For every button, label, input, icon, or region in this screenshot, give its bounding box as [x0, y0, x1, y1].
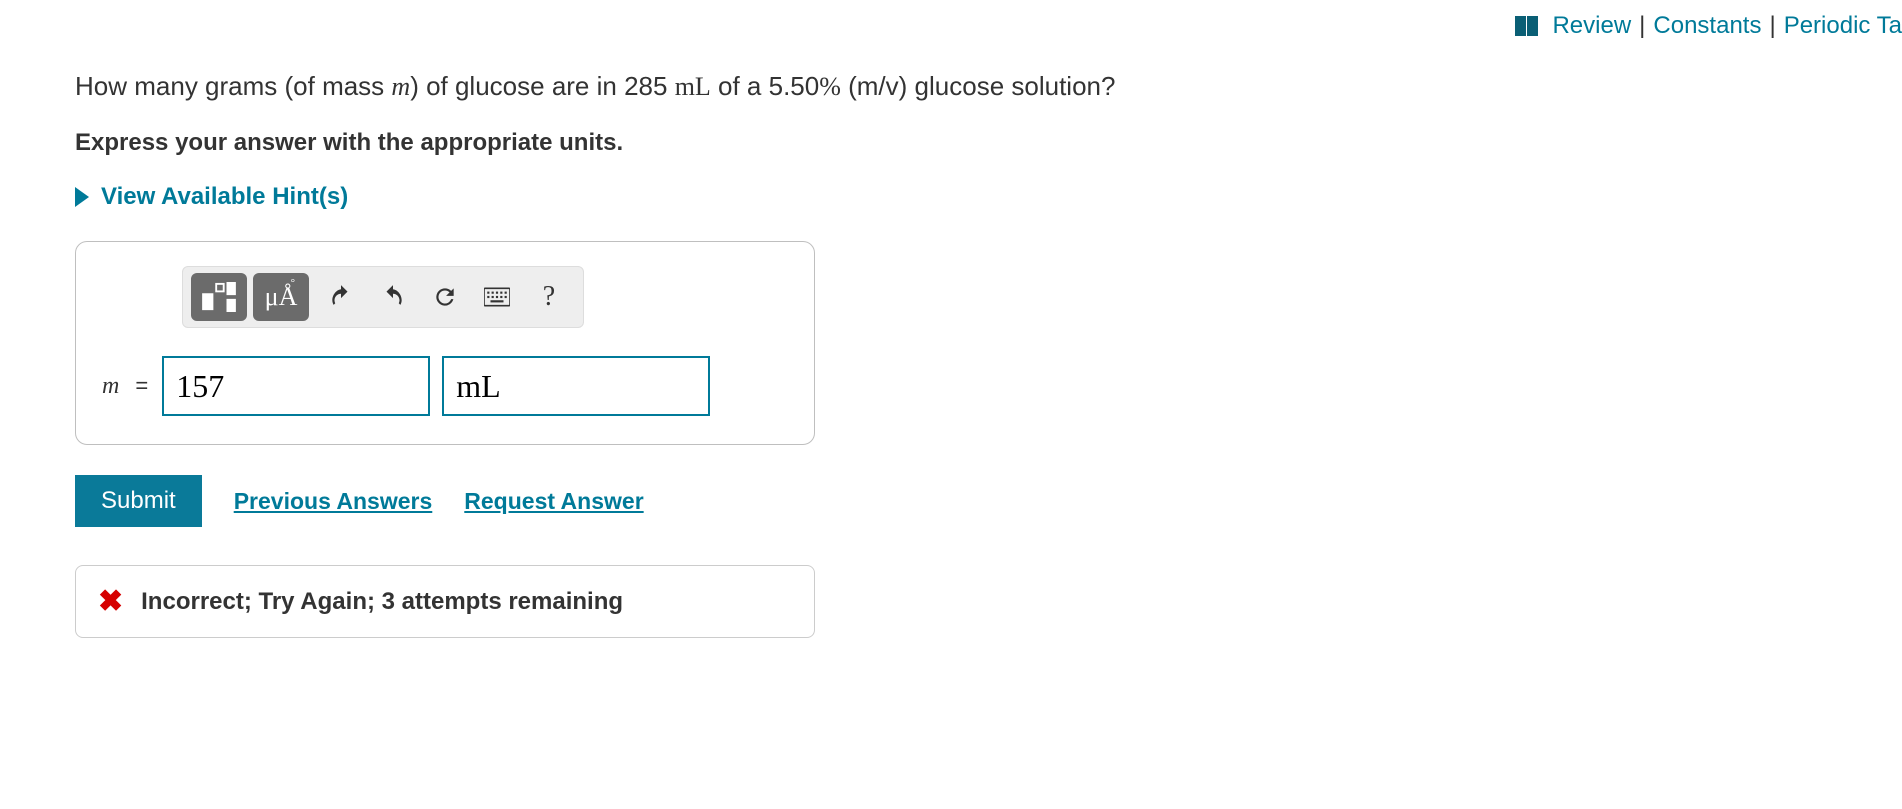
template-picker-button[interactable]: [191, 273, 247, 321]
main-content: How many grams (of mass m) of glucose ar…: [0, 0, 1902, 638]
feedback-panel: ✖ Incorrect; Try Again; 3 attempts remai…: [75, 565, 815, 638]
answer-unit-input[interactable]: [442, 356, 710, 416]
top-links-bar: Review | Constants | Periodic Ta: [1515, 12, 1902, 40]
answer-input-row: m =: [102, 356, 788, 416]
incorrect-icon: ✖: [98, 584, 123, 619]
reset-button[interactable]: [419, 273, 471, 321]
hints-label: View Available Hint(s): [101, 183, 348, 211]
view-hints-toggle[interactable]: View Available Hint(s): [75, 183, 348, 211]
question-prefix: How many grams (of mass: [75, 71, 391, 101]
question-mid2: of a 5.50: [711, 71, 819, 101]
separator: |: [1639, 12, 1645, 40]
ring-accent-icon: °: [291, 277, 295, 289]
undo-button[interactable]: [315, 273, 367, 321]
answer-value-input[interactable]: [162, 356, 430, 416]
chevron-right-icon: [75, 187, 89, 207]
previous-answers-link[interactable]: Previous Answers: [234, 488, 433, 515]
instruction-text: Express your answer with the appropriate…: [75, 129, 1827, 157]
variable-m: m: [391, 72, 410, 101]
constants-link[interactable]: Constants: [1653, 12, 1761, 40]
submit-button[interactable]: Submit: [75, 475, 202, 527]
question-text: How many grams (of mass m) of glucose ar…: [75, 68, 1827, 105]
percent-sign: %: [819, 72, 841, 101]
unit-ml: mL: [675, 72, 711, 101]
separator: |: [1769, 12, 1775, 40]
equation-toolbar: μÅ ° ?: [182, 266, 584, 328]
periodic-table-link[interactable]: Periodic Ta: [1784, 12, 1902, 40]
answer-panel: μÅ ° ? m =: [75, 241, 815, 445]
question-suffix: (m/v) glucose solution?: [841, 71, 1116, 101]
keyboard-button[interactable]: [471, 273, 523, 321]
feedback-text: Incorrect; Try Again; 3 attempts remaini…: [141, 588, 623, 616]
question-mid1: ) of glucose are in 285: [410, 71, 675, 101]
request-answer-link[interactable]: Request Answer: [464, 488, 643, 515]
review-link[interactable]: Review: [1552, 12, 1631, 40]
book-icon: [1515, 16, 1538, 36]
help-button[interactable]: ?: [523, 273, 575, 321]
action-row: Submit Previous Answers Request Answer: [75, 475, 1827, 527]
help-glyph: ?: [543, 281, 555, 313]
redo-button[interactable]: [367, 273, 419, 321]
equals-sign: =: [135, 373, 148, 399]
units-button[interactable]: μÅ °: [253, 273, 309, 321]
variable-label: m: [102, 373, 119, 400]
